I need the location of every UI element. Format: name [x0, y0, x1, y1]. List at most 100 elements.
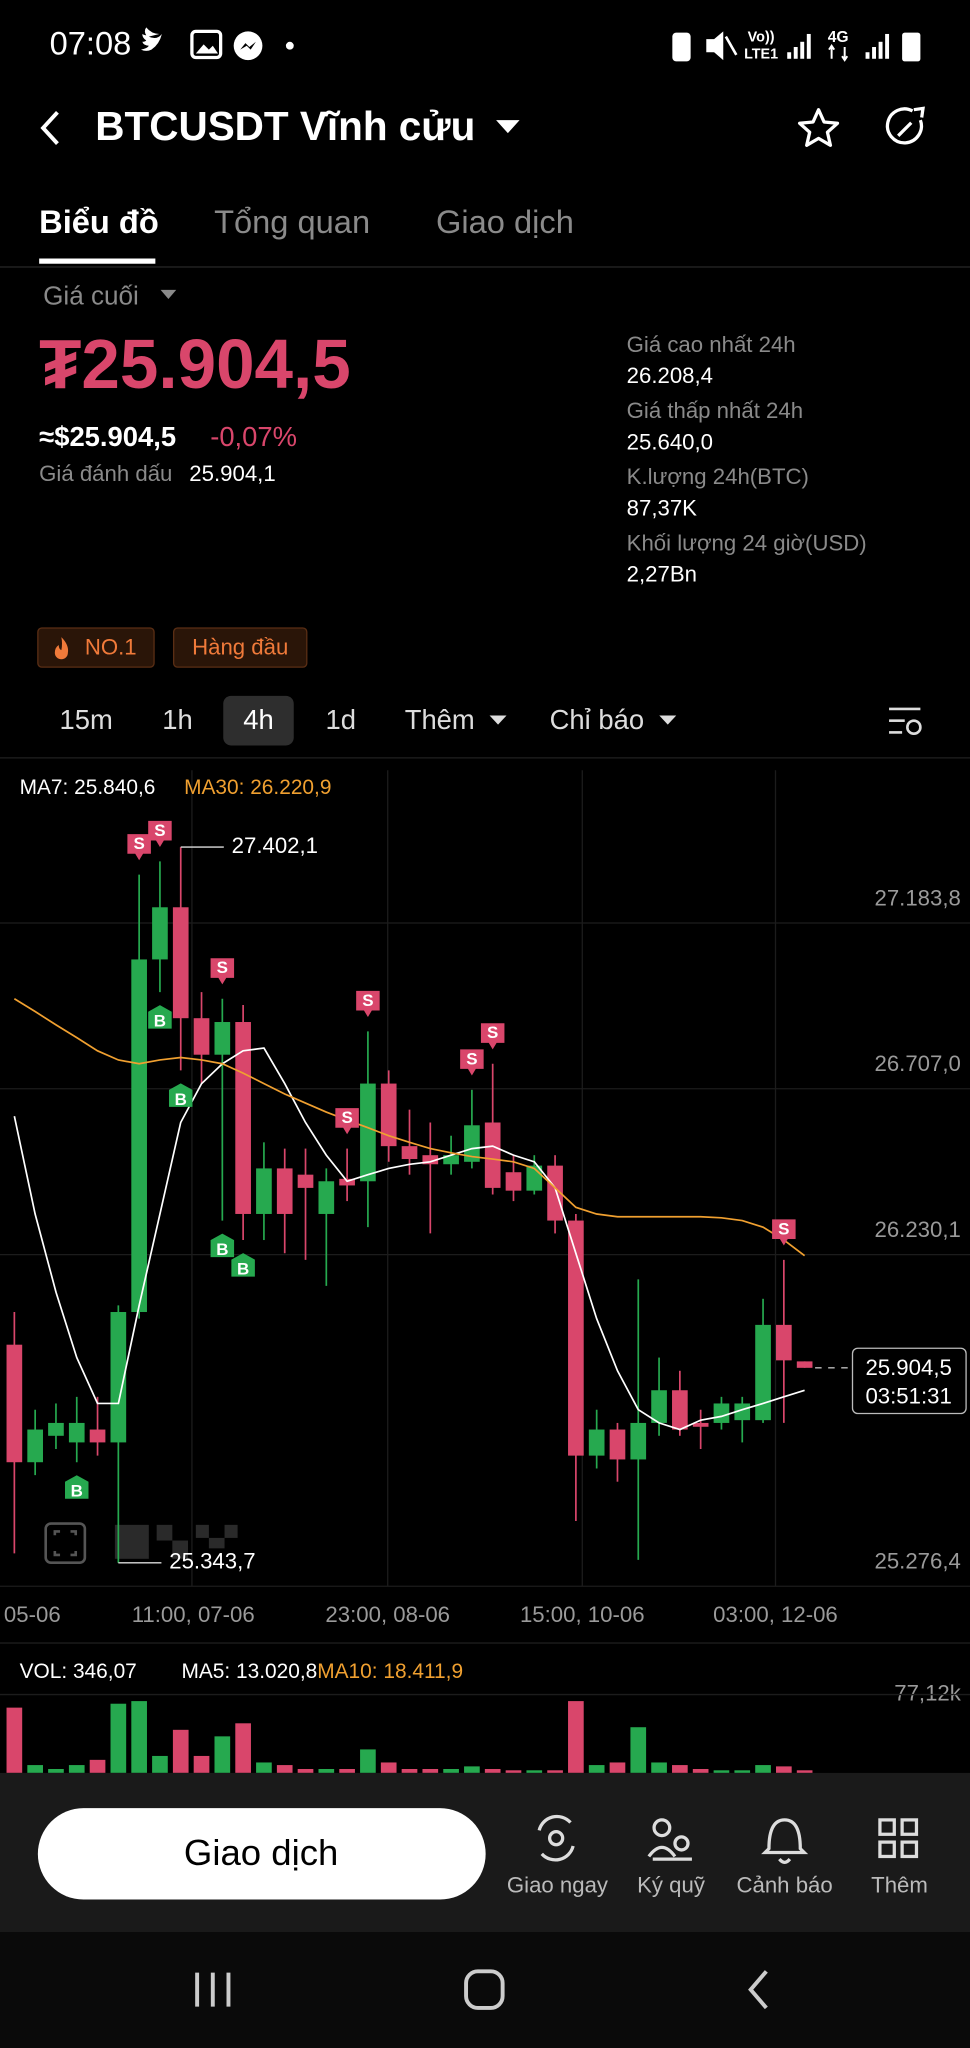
interval[interactable]: 1h [162, 704, 192, 735]
candle-body [89, 1429, 106, 1443]
interval[interactable]: 1d [325, 704, 355, 735]
data-arrows [828, 43, 849, 62]
sell-marker [127, 834, 151, 861]
last-price: ₮25.904,5 [39, 325, 351, 403]
interval[interactable]: 4h [243, 704, 273, 735]
action-spot[interactable]: Giao ngay [507, 1872, 609, 1897]
recycle-icon [672, 32, 691, 62]
battery-icon [902, 32, 921, 62]
tag-no1 [37, 627, 155, 668]
candle-body [672, 1390, 688, 1430]
volume-bar [609, 1762, 626, 1773]
indicators-dropdown[interactable] [659, 715, 677, 725]
watermark [114, 1524, 238, 1559]
nav-buttons[interactable] [195, 1969, 768, 2010]
volume-bar [568, 1701, 584, 1773]
divider [0, 757, 970, 759]
candle-body [422, 1155, 439, 1165]
volume-bar [401, 1768, 418, 1773]
indicators[interactable]: Chỉ báo [550, 704, 644, 735]
y-tick-label: 26.230,1 [874, 1217, 960, 1242]
marker-label: B [71, 1482, 83, 1501]
back-button[interactable] [40, 110, 59, 145]
candle-body [692, 1422, 709, 1427]
volume-bar [339, 1768, 355, 1773]
marker-label: S [466, 1049, 477, 1068]
fullscreen-button[interactable] [44, 1522, 87, 1565]
signal-icon [787, 33, 811, 59]
x-tick-label: 05-06 [4, 1602, 61, 1627]
volume-bar [360, 1749, 376, 1773]
marker-label: S [154, 821, 165, 840]
gallery-icon [190, 29, 223, 60]
interval[interactable]: 15m [60, 704, 113, 735]
volume-bar [796, 1770, 813, 1773]
messenger-icon-bolt [240, 41, 256, 50]
tab-overview[interactable]: Tổng quan [214, 203, 370, 240]
page-title[interactable]: BTCUSDT Vĩnh cửu [95, 103, 475, 149]
mark-price: 25.904,1 [189, 461, 275, 486]
volume-bar [505, 1770, 522, 1773]
volume-bar [380, 1762, 397, 1773]
volume-chart: VOL: 346,07 MA5: 13.020,8 MA10: 18.411,9 77… [0, 1660, 970, 1773]
volume-bar [776, 1766, 792, 1773]
action-more[interactable]: Thêm [871, 1872, 928, 1897]
tab-chart[interactable]: Biểu đồ [39, 203, 159, 240]
volume-bar [692, 1768, 709, 1773]
chart-settings[interactable] [889, 707, 922, 736]
share-button-arrow [897, 106, 925, 137]
trade-button-label[interactable]: Giao dịch [184, 1832, 338, 1873]
network-4g-label: 4G [828, 29, 849, 46]
stat-label: Giá thấp nhất 24h [627, 398, 803, 423]
marker-label: B [154, 1012, 166, 1031]
volume-bar [464, 1766, 480, 1773]
lte-label: LTE1 [744, 47, 778, 63]
marker-label: B [175, 1090, 187, 1109]
candle-body [505, 1172, 522, 1191]
marker-label: S [362, 991, 373, 1010]
price-type[interactable]: Giá cuối [43, 281, 139, 311]
candle-body [110, 1312, 127, 1443]
share-button[interactable] [885, 107, 924, 145]
volume-bar [422, 1768, 439, 1773]
signal-icon-2 [865, 33, 890, 59]
candle-body [48, 1422, 64, 1436]
volume-bar [297, 1768, 314, 1773]
candle-body [172, 907, 189, 1019]
volume-legend: MA10: 18.411,9 [317, 1660, 463, 1683]
fullscreen-icon [53, 1530, 78, 1557]
sell-marker [460, 1049, 484, 1076]
notification-dot [285, 41, 294, 50]
action-alert[interactable]: Cảnh báo [736, 1872, 832, 1897]
candle-body [152, 907, 168, 960]
stat-value: 2,27Bn [627, 562, 697, 587]
volume-bar [734, 1770, 751, 1773]
candle-body [297, 1174, 314, 1188]
more-dropdown[interactable] [489, 715, 507, 725]
stat-label: K.lượng 24h(BTC) [627, 464, 809, 489]
stats: Giá cao nhất 24h 26.208,4 Giá thấp nhất 24… [627, 332, 867, 587]
candle-body [401, 1146, 418, 1160]
sell-marker [772, 1219, 796, 1246]
more-intervals[interactable]: Thêm [405, 704, 475, 735]
sell-marker [210, 958, 235, 985]
marker-label: S [133, 834, 144, 853]
volume-bar [755, 1765, 771, 1773]
last-price-label: 25.904,5 [865, 1355, 951, 1380]
action-margin[interactable]: Ký quỹ [637, 1872, 706, 1897]
favorite-button[interactable] [797, 108, 840, 147]
candle-body [214, 1022, 231, 1055]
price-change: -0,07% [210, 421, 297, 452]
candle-body [68, 1422, 85, 1443]
candle-body [464, 1125, 480, 1162]
x-tick-label: 15:00, 10-06 [520, 1602, 645, 1627]
tab-trades[interactable]: Giao dịch [436, 203, 574, 240]
volume-legend: VOL: 346,07 [20, 1660, 137, 1683]
moving-average-line [13, 1047, 805, 1431]
title-dropdown[interactable] [496, 120, 520, 134]
volume-bar [318, 1768, 335, 1773]
price-type-dropdown[interactable] [160, 289, 177, 299]
volume-bar [630, 1727, 647, 1773]
trade-button[interactable] [37, 1808, 486, 1900]
